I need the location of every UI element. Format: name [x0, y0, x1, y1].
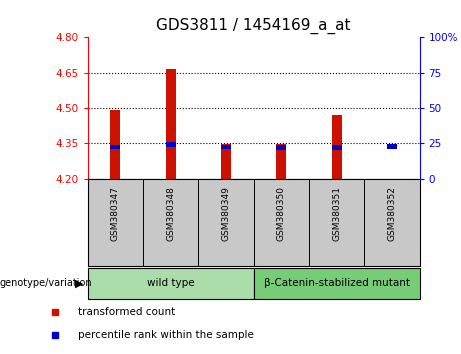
Text: genotype/variation: genotype/variation: [0, 278, 93, 288]
Bar: [110, 110, 120, 179]
Bar: [88, 268, 254, 299]
Bar: [221, 144, 231, 179]
Text: GSM380352: GSM380352: [387, 186, 396, 241]
Bar: [165, 142, 176, 147]
Text: percentile rank within the sample: percentile rank within the sample: [78, 330, 254, 341]
Text: GSM380351: GSM380351: [332, 186, 341, 241]
Text: ▶: ▶: [75, 278, 83, 288]
Bar: [387, 179, 397, 189]
Text: GSM380350: GSM380350: [277, 186, 286, 241]
Text: GSM380349: GSM380349: [221, 186, 230, 241]
Text: transformed count: transformed count: [78, 307, 176, 318]
Bar: [331, 115, 342, 179]
Text: β-Catenin-stabilized mutant: β-Catenin-stabilized mutant: [264, 278, 409, 288]
Bar: [276, 144, 286, 179]
Bar: [110, 145, 120, 149]
Text: wild type: wild type: [147, 278, 195, 288]
Bar: [165, 69, 176, 179]
Bar: [276, 145, 286, 149]
Bar: [387, 144, 397, 149]
Bar: [331, 145, 342, 149]
Bar: [254, 268, 420, 299]
Text: GSM380347: GSM380347: [111, 186, 120, 241]
Text: GSM380348: GSM380348: [166, 186, 175, 241]
Bar: [221, 144, 231, 149]
Title: GDS3811 / 1454169_a_at: GDS3811 / 1454169_a_at: [156, 18, 351, 34]
